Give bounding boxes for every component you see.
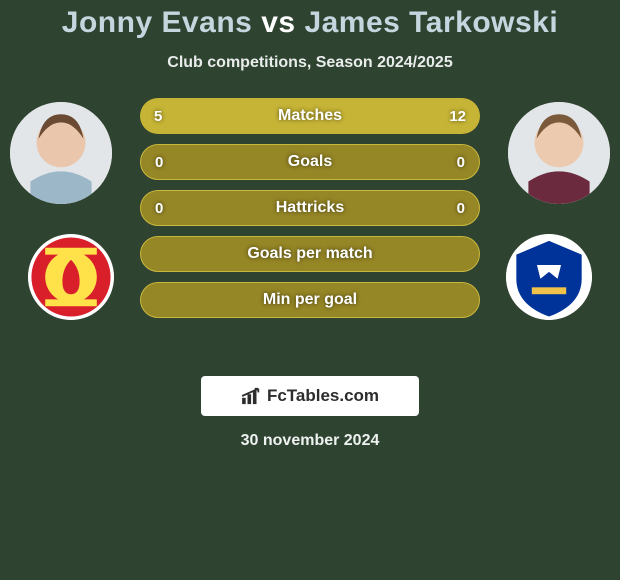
- stat-fill-left: [140, 98, 239, 134]
- stat-label: Goals per match: [141, 245, 479, 263]
- player1-club-crest: [28, 234, 114, 320]
- vs-label: vs: [261, 6, 295, 39]
- stat-row: Min per goal: [140, 282, 480, 318]
- comparison-arena: 512Matches00Goals00HattricksGoals per ma…: [0, 102, 620, 362]
- stat-row: 512Matches: [140, 98, 480, 134]
- stat-value-right: 0: [457, 154, 465, 171]
- stat-value-right: 0: [457, 200, 465, 217]
- club-crest-icon: [28, 234, 114, 320]
- brand-badge: FcTables.com: [201, 376, 419, 416]
- avatar-icon: [508, 102, 610, 204]
- stat-label: Goals: [141, 153, 479, 171]
- stat-row: 0 0Hattricks: [140, 190, 480, 226]
- player1-avatar: [10, 102, 112, 204]
- stat-row: Goals per match: [140, 236, 480, 272]
- avatar-icon: [10, 102, 112, 204]
- club-crest-icon: [506, 234, 592, 320]
- stat-value-left: 0: [155, 154, 163, 171]
- stat-bars: 512Matches00Goals00HattricksGoals per ma…: [140, 98, 480, 328]
- stat-row: 0 0Goals: [140, 144, 480, 180]
- brand-text: FcTables.com: [267, 386, 379, 406]
- stat-fill-right: [239, 98, 480, 134]
- stat-label: Min per goal: [141, 291, 479, 309]
- player1-name: Jonny Evans: [62, 6, 253, 39]
- stat-value-left: 0: [155, 200, 163, 217]
- bar-chart-icon: [241, 387, 263, 405]
- player2-club-crest: [506, 234, 592, 320]
- stat-label: Hattricks: [141, 199, 479, 217]
- player2-avatar: [508, 102, 610, 204]
- page-title: Jonny Evans vs James Tarkowski: [0, 0, 620, 40]
- date-stamp: 30 november 2024: [0, 432, 620, 450]
- subtitle: Club competitions, Season 2024/2025: [0, 54, 620, 72]
- player2-name: James Tarkowski: [304, 6, 558, 39]
